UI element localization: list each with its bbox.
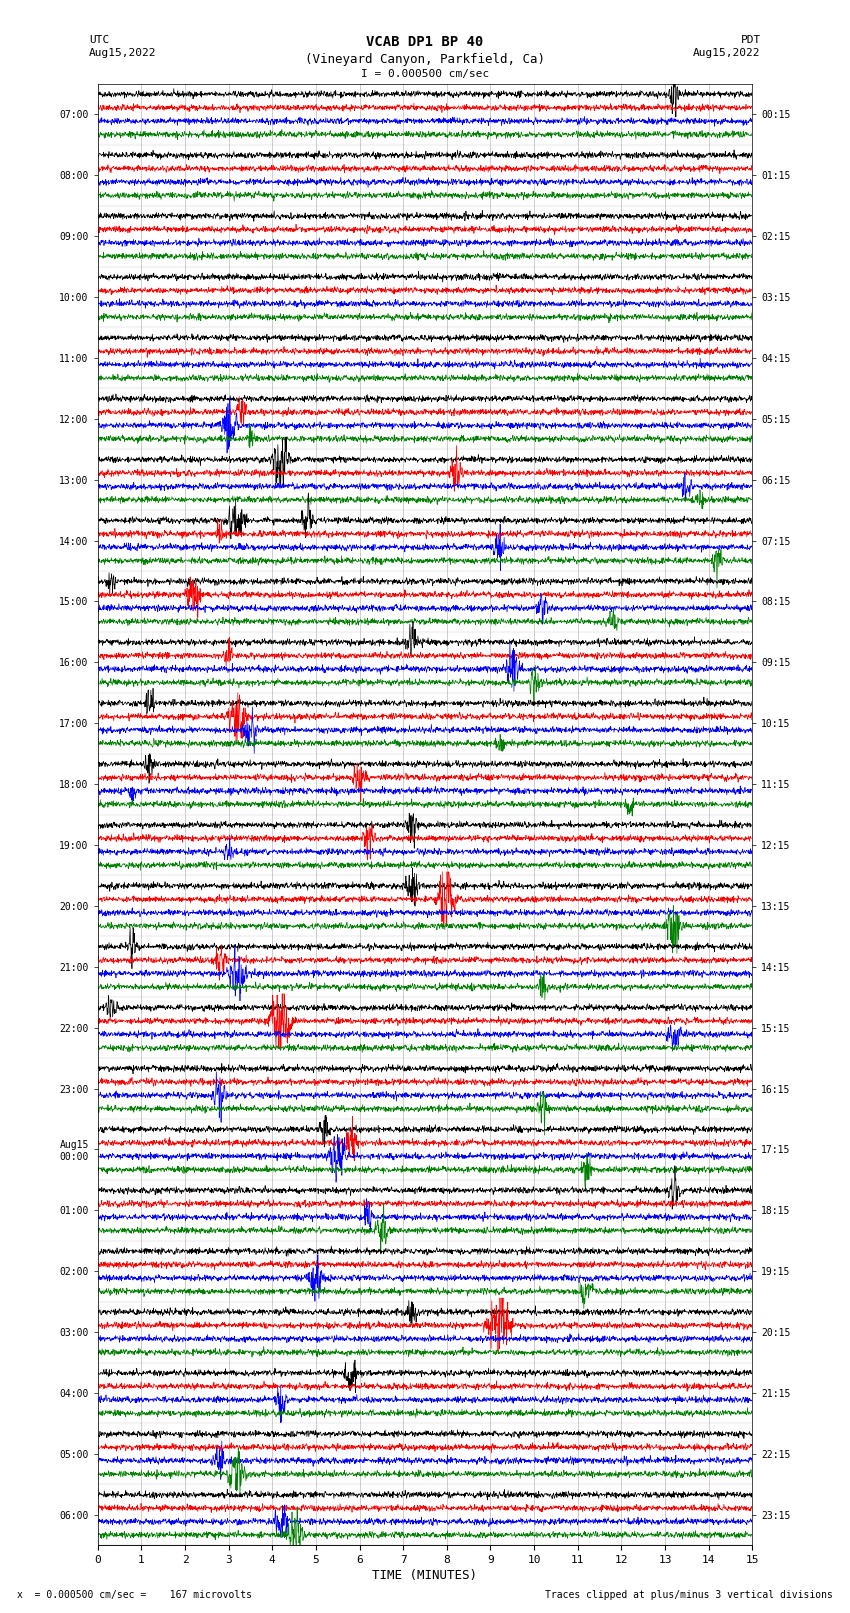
Text: Aug15,2022: Aug15,2022 (89, 48, 156, 58)
Text: Aug15,2022: Aug15,2022 (694, 48, 761, 58)
Text: PDT: PDT (740, 35, 761, 45)
Text: x  = 0.000500 cm/sec =    167 microvolts: x = 0.000500 cm/sec = 167 microvolts (17, 1590, 252, 1600)
Text: Traces clipped at plus/minus 3 vertical divisions: Traces clipped at plus/minus 3 vertical … (545, 1590, 833, 1600)
Text: VCAB DP1 BP 40: VCAB DP1 BP 40 (366, 35, 484, 50)
X-axis label: TIME (MINUTES): TIME (MINUTES) (372, 1569, 478, 1582)
Text: (Vineyard Canyon, Parkfield, Ca): (Vineyard Canyon, Parkfield, Ca) (305, 53, 545, 66)
Text: I = 0.000500 cm/sec: I = 0.000500 cm/sec (361, 69, 489, 79)
Text: UTC: UTC (89, 35, 110, 45)
